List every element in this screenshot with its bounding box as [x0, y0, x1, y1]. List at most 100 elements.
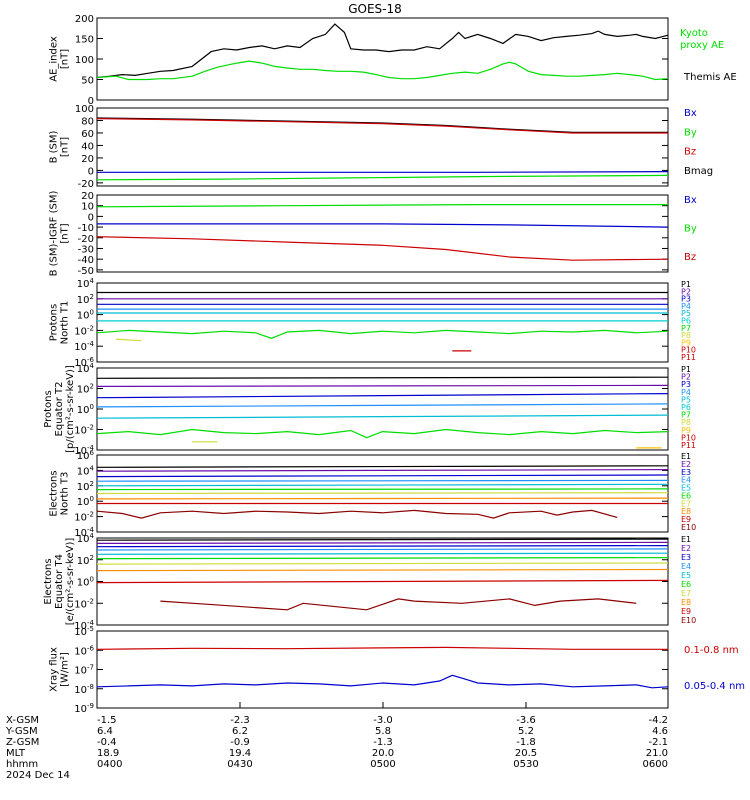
legend-entry: E10	[681, 523, 696, 532]
series-line	[96, 204, 668, 208]
x-row-value: 20.5	[515, 748, 537, 759]
x-row-value: 20.0	[372, 748, 394, 759]
series-line	[96, 509, 618, 519]
legend-entry: E8	[681, 598, 691, 607]
x-row-value: -4.2	[648, 715, 668, 726]
legend-entry: P1	[681, 365, 691, 374]
y-tick-label: 80	[81, 116, 94, 127]
y-tick-label: 10-2	[74, 324, 94, 337]
series-line	[97, 223, 669, 228]
y-tick-label: 104	[77, 464, 95, 477]
series-line	[96, 403, 669, 408]
legend-entry: E3	[681, 468, 691, 477]
legend-entry: P2	[681, 373, 691, 382]
series-line	[96, 579, 669, 584]
date-label: 2024 Dec 14	[6, 770, 70, 781]
y-tick-label: 100	[75, 104, 94, 115]
legend-entry: E8	[681, 507, 691, 516]
x-row-label: Y-GSM	[5, 726, 38, 737]
y-tick-label: -10	[78, 223, 94, 234]
legend-entry: P10	[681, 433, 696, 442]
x-row-value: 18.9	[97, 748, 119, 759]
x-row-label: MLT	[6, 748, 26, 759]
y-tick-label: 10-6	[74, 644, 94, 657]
legend-entry: E1	[681, 535, 691, 544]
series-line	[96, 60, 669, 81]
legend-entry: E10	[681, 616, 696, 625]
y-tick-label: 150	[75, 35, 94, 46]
legend-entry: P4	[681, 388, 691, 397]
side-label: Bx	[684, 195, 697, 206]
y-tick-label: 102	[77, 480, 94, 493]
y-tick-label: 20	[81, 191, 94, 202]
side-label: 0.05-0.4 nm	[684, 681, 745, 692]
legend-entry: P7	[681, 324, 691, 333]
x-row-value: -0.9	[230, 737, 250, 748]
x-row-value: 5.2	[518, 726, 534, 737]
chart-title: GOES-18	[348, 2, 402, 16]
panel-frame	[96, 194, 669, 273]
y-tick-label: 10-9	[74, 702, 94, 715]
legend-entry: P6	[681, 403, 691, 412]
series-line	[96, 541, 669, 545]
y-tick-label: 10-5	[74, 625, 94, 638]
series-line	[96, 474, 669, 478]
panel-frame	[96, 630, 669, 709]
y-tick-label: 0	[88, 166, 94, 177]
series-line	[96, 118, 668, 134]
series-line	[96, 236, 669, 261]
legend-entry: E6	[681, 580, 691, 589]
legend-entry: E5	[681, 571, 691, 580]
side-label: proxy AE	[680, 40, 724, 51]
legend-entry: E6	[681, 491, 691, 500]
panel-frame	[96, 17, 669, 101]
y-tick-label: 0	[88, 96, 94, 107]
side-label: Kyoto	[680, 28, 708, 39]
series-line	[160, 598, 637, 611]
y-tick-label: 104	[77, 277, 95, 290]
y-tick-label: 100	[75, 55, 94, 66]
y-axis-label: Electrons	[43, 558, 54, 604]
legend-entry: E7	[681, 589, 691, 598]
legend-entry: P5	[681, 395, 691, 404]
x-row-value: -1.8	[516, 737, 536, 748]
series-line	[96, 384, 669, 387]
y-axis-label: Electrons	[49, 470, 60, 516]
legend-entry: P9	[681, 338, 691, 347]
y-tick-label: 102	[77, 554, 94, 567]
x-row-value: 6.4	[97, 726, 113, 737]
x-row-value: 0530	[513, 759, 538, 770]
y-tick-label: 10-7	[74, 664, 94, 677]
side-label: Bz	[684, 252, 696, 263]
y-tick-label: 10-8	[74, 683, 94, 696]
x-row-value: -2.3	[230, 715, 250, 726]
y-tick-label: -20	[78, 234, 94, 245]
y-tick-label: 102	[77, 383, 94, 396]
series-line	[96, 393, 669, 399]
legend-entry: P10	[681, 346, 696, 355]
series-line	[96, 479, 669, 482]
series-line	[96, 538, 669, 541]
y-tick-label: 100	[77, 495, 94, 508]
legend-entry: P1	[681, 280, 691, 289]
y-tick-label: 40	[81, 141, 94, 152]
y-tick-label: 0	[88, 212, 94, 223]
series-line	[96, 548, 669, 551]
y-tick-label: 100	[77, 309, 94, 322]
y-axis-label: [p/(cm²-s-sr-keV)]	[65, 365, 76, 453]
side-label: Themis AE	[683, 72, 737, 83]
series-line	[96, 414, 669, 419]
side-label: By	[684, 127, 697, 138]
x-row-value: 0600	[643, 759, 668, 770]
legend-entry: P8	[681, 418, 691, 427]
series-line	[96, 174, 669, 181]
x-row-value: -3.0	[373, 715, 393, 726]
y-axis-label: Xray flux	[49, 647, 60, 692]
series-line	[96, 483, 669, 487]
series-line	[96, 674, 669, 689]
legend-entry: P2	[681, 287, 691, 296]
side-label: By	[684, 224, 697, 235]
y-axis-label: Protons	[49, 304, 60, 341]
legend-entry: E3	[681, 553, 691, 562]
